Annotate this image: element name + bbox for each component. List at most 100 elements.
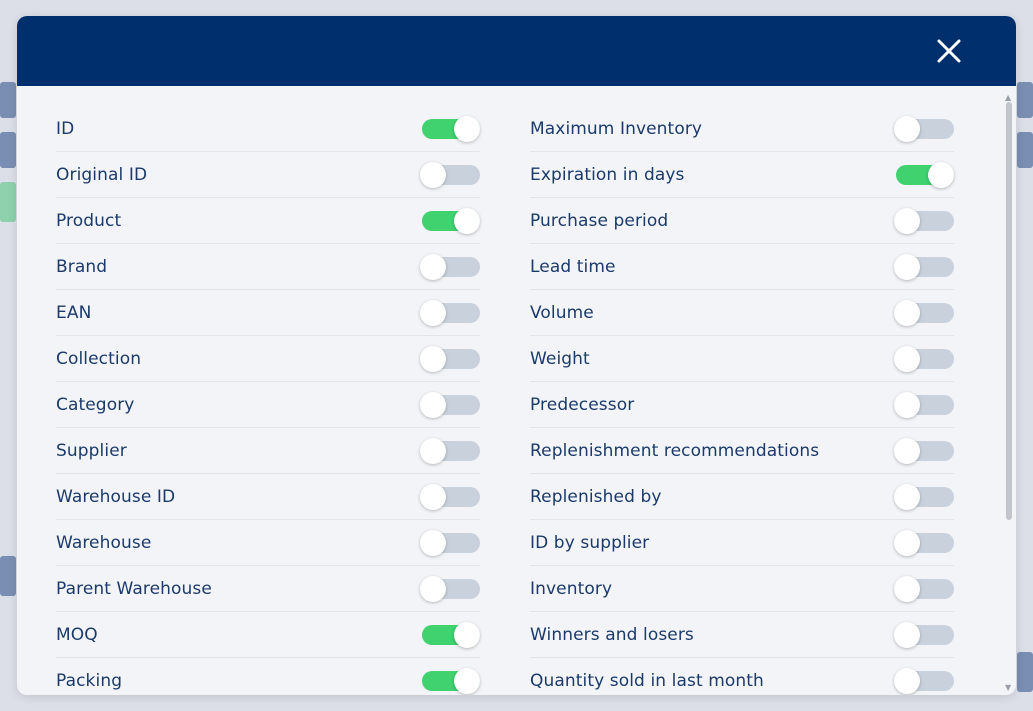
setting-row-original-id: Original ID <box>56 152 480 198</box>
setting-row-expiration-in-days: Expiration in days <box>530 152 954 198</box>
toggle-knob <box>894 575 920 602</box>
background-button <box>0 132 16 168</box>
toggle-lead-time[interactable] <box>894 253 954 281</box>
setting-row-winners-and-losers: Winners and losers <box>530 612 954 658</box>
toggle-replenishment-recommendations[interactable] <box>894 437 954 465</box>
toggle-knob <box>454 621 480 648</box>
toggle-collection[interactable] <box>420 345 480 373</box>
background-button <box>0 182 16 222</box>
setting-label: ID <box>56 118 75 139</box>
column-settings-modal: ID Original ID Product Brand EAN Collection Ca… <box>17 16 1016 695</box>
toggle-knob <box>894 299 920 326</box>
modal-body: ID Original ID Product Brand EAN Collection Ca… <box>17 86 1016 695</box>
toggle-knob <box>454 207 480 234</box>
setting-label: Inventory <box>530 578 613 599</box>
setting-row-quantity-sold-in-last-month: Quantity sold in last month <box>530 658 954 695</box>
scrollbar[interactable]: ▲ ▼ <box>1004 94 1014 692</box>
toggle-parent-warehouse[interactable] <box>420 575 480 603</box>
toggle-knob <box>454 667 480 694</box>
setting-row-warehouse-id: Warehouse ID <box>56 474 480 520</box>
toggle-ean[interactable] <box>420 299 480 327</box>
setting-label: Maximum Inventory <box>530 118 703 139</box>
toggle-quantity-sold-in-last-month[interactable] <box>894 667 954 695</box>
setting-row-inventory: Inventory <box>530 566 954 612</box>
setting-row-id: ID <box>56 106 480 152</box>
toggle-maximum-inventory[interactable] <box>894 115 954 143</box>
setting-row-ean: EAN <box>56 290 480 336</box>
modal-header <box>17 16 1016 86</box>
toggle-packing[interactable] <box>420 667 480 695</box>
background-button <box>0 556 16 596</box>
setting-row-predecessor: Predecessor <box>530 382 954 428</box>
setting-label: ID by supplier <box>530 532 650 553</box>
toggle-id-by-supplier[interactable] <box>894 529 954 557</box>
left-column: ID Original ID Product Brand EAN Collection Ca… <box>56 106 480 695</box>
scroll-up-icon[interactable]: ▲ <box>1005 93 1012 102</box>
toggle-replenished-by[interactable] <box>894 483 954 511</box>
setting-row-volume: Volume <box>530 290 954 336</box>
toggle-purchase-period[interactable] <box>894 207 954 235</box>
setting-label: Product <box>56 210 122 231</box>
setting-row-supplier: Supplier <box>56 428 480 474</box>
scroll-down-icon[interactable]: ▼ <box>1005 683 1012 692</box>
toggle-knob <box>894 207 920 234</box>
setting-row-moq: MOQ <box>56 612 480 658</box>
toggle-knob <box>420 345 446 372</box>
setting-label: Purchase period <box>530 210 669 231</box>
setting-row-parent-warehouse: Parent Warehouse <box>56 566 480 612</box>
setting-label: Warehouse ID <box>56 486 176 507</box>
toggle-warehouse[interactable] <box>420 529 480 557</box>
setting-row-warehouse: Warehouse <box>56 520 480 566</box>
toggle-knob <box>420 253 446 280</box>
right-column: Maximum Inventory Expiration in days Purch… <box>530 106 954 695</box>
setting-label: Volume <box>530 302 594 323</box>
close-button[interactable] <box>936 38 962 64</box>
toggle-knob <box>894 345 920 372</box>
toggle-knob <box>894 667 920 694</box>
toggle-moq[interactable] <box>420 621 480 649</box>
toggle-volume[interactable] <box>894 299 954 327</box>
setting-label: Weight <box>530 348 590 369</box>
setting-label: Warehouse <box>56 532 152 553</box>
setting-label: Parent Warehouse <box>56 578 212 599</box>
setting-label: Replenishment recommendations <box>530 440 820 461</box>
setting-label: Replenished by <box>530 486 662 507</box>
toggle-id[interactable] <box>420 115 480 143</box>
toggle-knob <box>420 529 446 556</box>
setting-label: Predecessor <box>530 394 635 415</box>
toggle-knob <box>420 161 446 188</box>
toggle-knob <box>420 575 446 602</box>
toggle-original-id[interactable] <box>420 161 480 189</box>
toggle-supplier[interactable] <box>420 437 480 465</box>
setting-label: Expiration in days <box>530 164 685 185</box>
setting-label: MOQ <box>56 624 98 645</box>
toggle-weight[interactable] <box>894 345 954 373</box>
toggle-knob <box>420 299 446 326</box>
setting-label: Lead time <box>530 256 616 277</box>
toggle-knob <box>894 253 920 280</box>
setting-row-replenished-by: Replenished by <box>530 474 954 520</box>
toggle-expiration-in-days[interactable] <box>894 161 954 189</box>
setting-label: EAN <box>56 302 92 323</box>
background-button <box>1017 652 1033 692</box>
toggle-category[interactable] <box>420 391 480 419</box>
toggle-brand[interactable] <box>420 253 480 281</box>
setting-row-product: Product <box>56 198 480 244</box>
scroll-thumb[interactable] <box>1006 102 1012 520</box>
toggle-warehouse-id[interactable] <box>420 483 480 511</box>
toggle-product[interactable] <box>420 207 480 235</box>
setting-label: Supplier <box>56 440 127 461</box>
setting-label: Quantity sold in last month <box>530 670 764 691</box>
toggle-knob <box>420 483 446 510</box>
setting-label: Brand <box>56 256 108 277</box>
toggle-predecessor[interactable] <box>894 391 954 419</box>
setting-row-id-by-supplier: ID by supplier <box>530 520 954 566</box>
setting-row-maximum-inventory: Maximum Inventory <box>530 106 954 152</box>
background-button <box>1017 132 1033 168</box>
toggle-knob <box>454 115 480 142</box>
setting-row-brand: Brand <box>56 244 480 290</box>
setting-row-purchase-period: Purchase period <box>530 198 954 244</box>
toggle-winners-and-losers[interactable] <box>894 621 954 649</box>
toggle-inventory[interactable] <box>894 575 954 603</box>
setting-label: Packing <box>56 670 123 691</box>
